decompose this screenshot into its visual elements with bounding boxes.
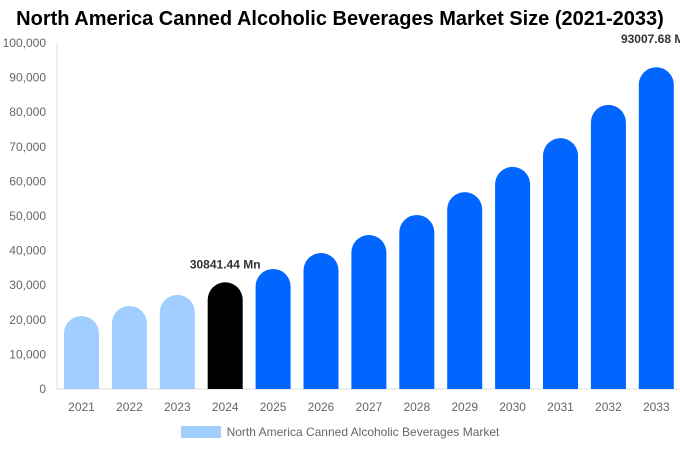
x-tick-label: 2022 bbox=[116, 400, 143, 414]
x-tick-label: 2025 bbox=[260, 400, 287, 414]
y-tick-label: 50,000 bbox=[9, 209, 46, 223]
bar-2021 bbox=[64, 315, 99, 389]
y-tick-label: 40,000 bbox=[9, 244, 46, 258]
x-tick-label: 2032 bbox=[595, 400, 622, 414]
x-tick-label: 2033 bbox=[643, 400, 670, 414]
bar-2025 bbox=[255, 268, 291, 389]
bar-2031 bbox=[543, 138, 578, 389]
y-tick-label: 0 bbox=[39, 382, 46, 396]
y-tick-label: 100,000 bbox=[3, 36, 47, 50]
bar-2023 bbox=[159, 294, 195, 389]
bar-2029 bbox=[447, 192, 483, 389]
legend-swatch bbox=[180, 426, 221, 438]
bar-2027 bbox=[351, 235, 387, 389]
bar-2024 bbox=[207, 282, 243, 389]
x-tick-label: 2031 bbox=[547, 400, 574, 414]
x-tick-label: 2021 bbox=[68, 400, 95, 414]
y-tick-label: 80,000 bbox=[9, 105, 46, 119]
x-tick-label: 2023 bbox=[164, 400, 191, 414]
y-tick-label: 70,000 bbox=[9, 140, 46, 154]
bar-2033 bbox=[638, 67, 674, 390]
chart-title: North America Canned Alcoholic Beverages… bbox=[16, 8, 664, 30]
y-tick-label: 90,000 bbox=[9, 71, 46, 85]
legend-label: North America Canned Alcoholic Beverages… bbox=[226, 425, 500, 439]
bar-2026 bbox=[303, 253, 339, 389]
data-label-2024: 30841.44 Mn bbox=[190, 257, 261, 271]
y-tick-label: 60,000 bbox=[9, 174, 46, 188]
y-tick-label: 20,000 bbox=[9, 313, 46, 327]
bar-2032 bbox=[590, 104, 626, 389]
bar-2030 bbox=[495, 166, 531, 389]
data-label-2033: 93007.68 Mn bbox=[621, 32, 680, 46]
bar-2022 bbox=[111, 305, 147, 389]
y-tick-label: 30,000 bbox=[9, 278, 46, 292]
bar-2028 bbox=[399, 214, 435, 389]
x-tick-label: 2028 bbox=[403, 400, 430, 414]
y-tick-label: 10,000 bbox=[9, 347, 46, 361]
x-tick-label: 2029 bbox=[451, 400, 478, 414]
x-tick-label: 2024 bbox=[212, 400, 239, 414]
x-tick-label: 2030 bbox=[499, 400, 526, 414]
x-tick-label: 2027 bbox=[356, 400, 383, 414]
legend: North America Canned Alcoholic Beverages… bbox=[0, 425, 680, 439]
x-tick-label: 2026 bbox=[308, 400, 335, 414]
